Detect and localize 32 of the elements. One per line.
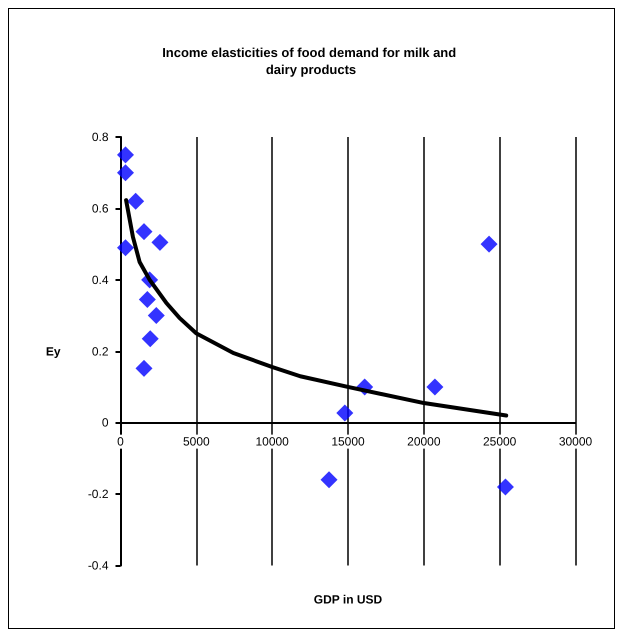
point — [127, 192, 144, 210]
point — [142, 330, 159, 348]
chart-title: Income elasticities of food demand for milk and dairy products — [162, 45, 460, 77]
x-tick-label: 30000 — [558, 434, 593, 449]
x-tick-label: 5000 — [182, 434, 210, 449]
point — [138, 290, 156, 308]
x-tick-label: 20000 — [407, 434, 441, 449]
x-tick-label: 0 — [117, 434, 124, 449]
y-axis-title: Ey — [46, 344, 61, 358]
point — [151, 234, 168, 251]
y-tick-label: 0.8 — [92, 130, 109, 144]
point — [148, 307, 165, 324]
x-tick-label: 25000 — [482, 434, 517, 449]
point — [480, 236, 498, 253]
point — [117, 146, 134, 164]
point — [136, 223, 153, 240]
point — [496, 478, 514, 496]
y-tick-label: -0.2 — [88, 487, 109, 502]
point — [117, 239, 134, 256]
point — [136, 360, 153, 377]
y-tick-label: 0 — [102, 416, 109, 430]
point — [426, 378, 444, 396]
y-tick-label: -0.4 — [88, 558, 109, 572]
point — [320, 471, 338, 488]
x-tick-label: 15000 — [331, 434, 366, 449]
x-axis-title: GDP in USD — [314, 592, 383, 606]
y-tick-label: 0.6 — [92, 201, 109, 216]
point — [336, 404, 354, 422]
y-tick-label: 0.4 — [92, 272, 109, 287]
point — [117, 164, 134, 182]
y-tick-label: 0.2 — [92, 344, 109, 358]
x-tick-label: 10000 — [255, 434, 290, 449]
